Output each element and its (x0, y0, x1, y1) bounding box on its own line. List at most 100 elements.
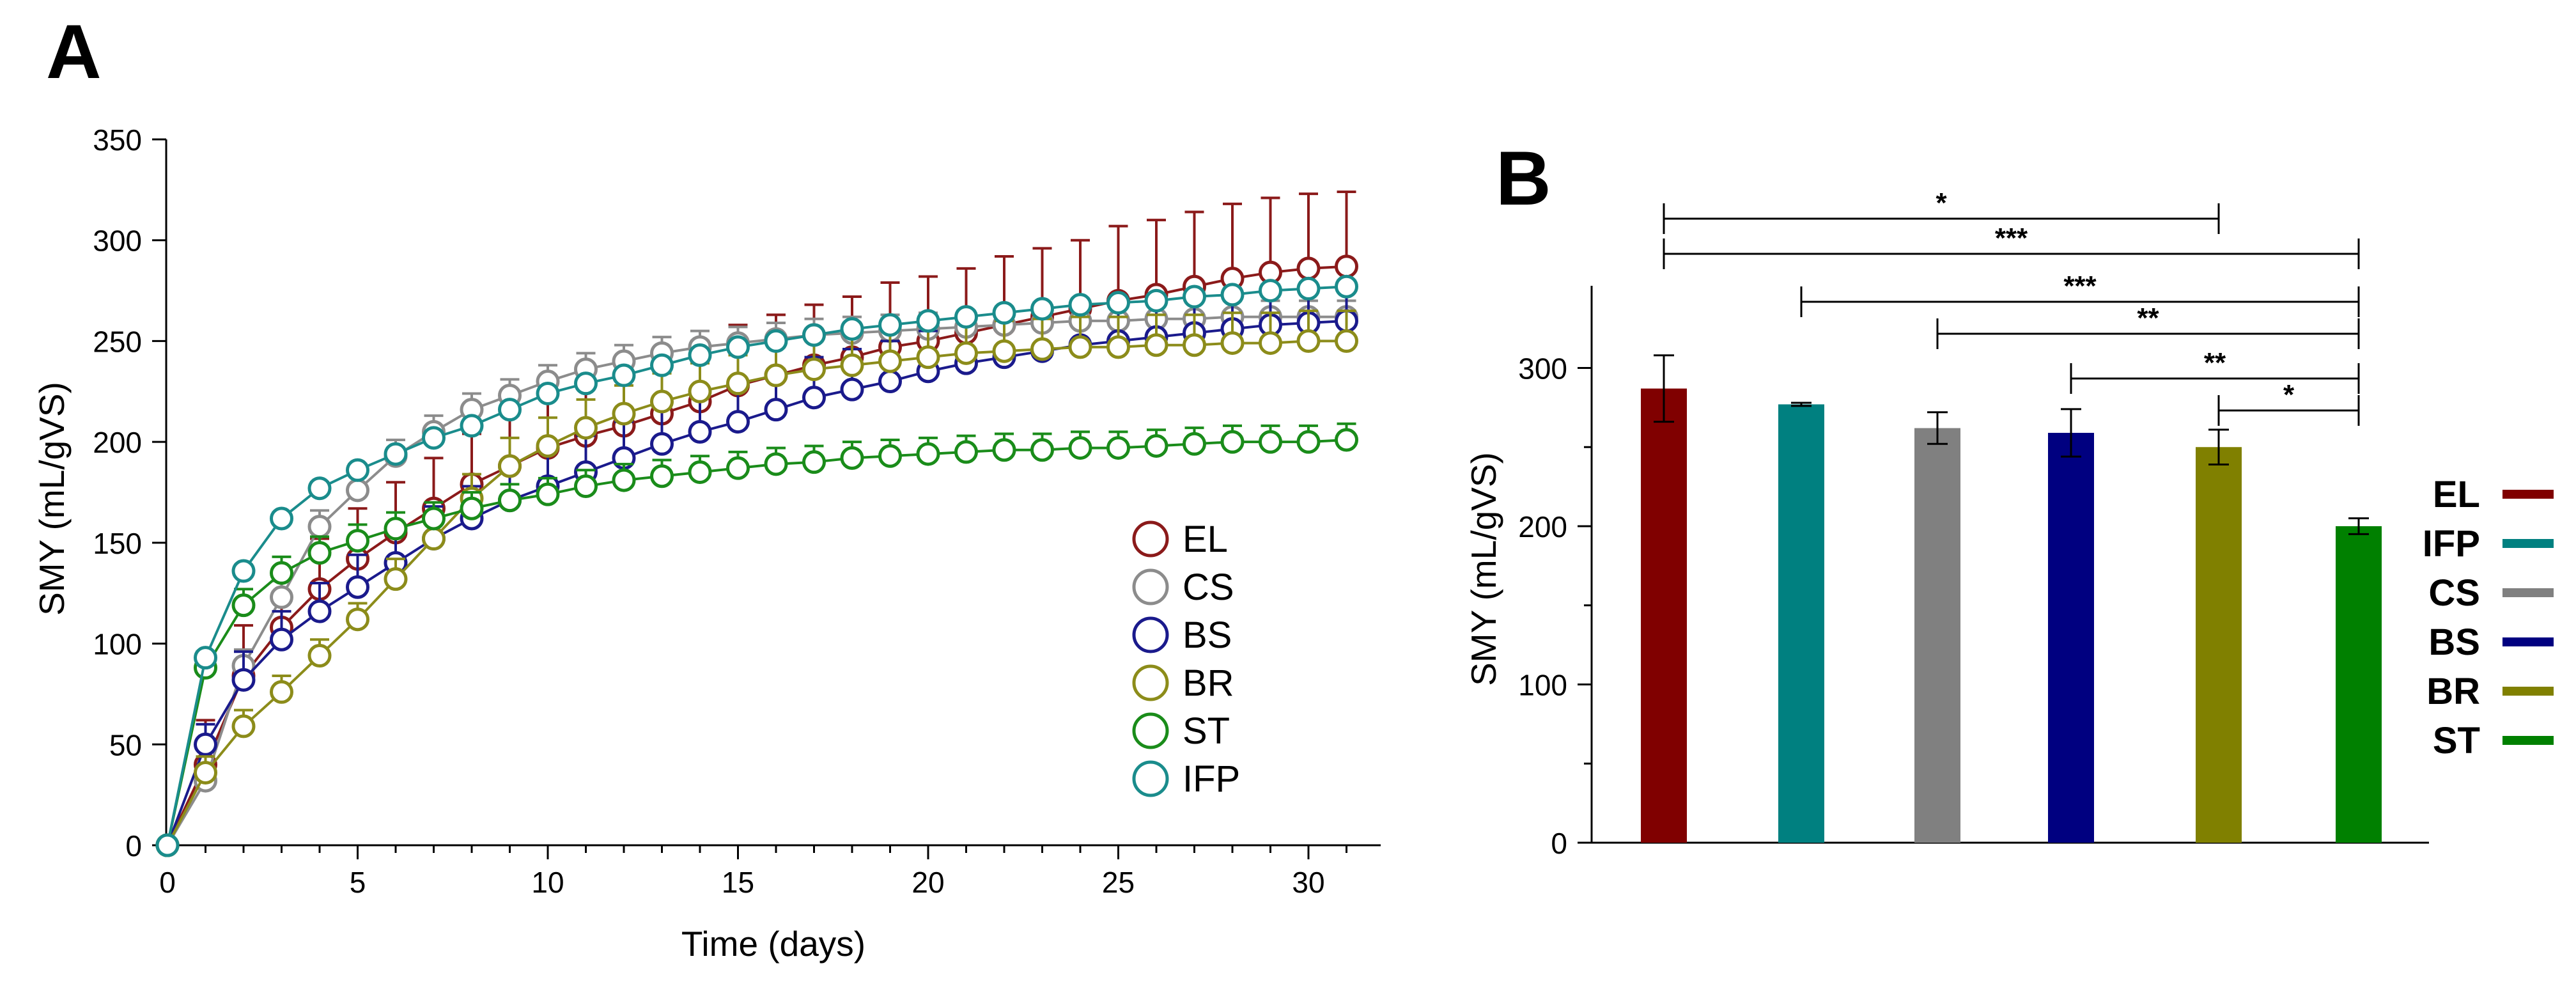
panel-b-bar-bs (2048, 432, 2094, 843)
panel-b-significance-label: ** (2137, 302, 2159, 334)
panel-b-legend-label: IFP (2423, 523, 2480, 565)
panel-a-legend-label: IFP (1183, 758, 1240, 800)
panel-a-point (1068, 335, 1092, 359)
panel-b-legend-label: CS (2428, 572, 2480, 614)
panel-a-point (878, 349, 902, 373)
panel-a-point (992, 301, 1016, 325)
panel-b-y-tick-label: 0 (1551, 827, 1567, 860)
panel-b-legend-swatch (2502, 490, 2554, 499)
panel-a-series-st (155, 422, 1358, 857)
panel-a-series-br (155, 309, 1358, 857)
panel-a-point (688, 343, 712, 368)
panel-a-point (270, 680, 293, 704)
panel-b-legend: EL IFP CS BS BR ST (2423, 474, 2554, 761)
panel-a-point (574, 416, 598, 440)
panel-a-line-st (166, 438, 1347, 846)
panel-a-point (1030, 438, 1054, 462)
panel-a-point (1335, 329, 1358, 353)
panel-b-bar-st (2336, 526, 2382, 843)
panel-a-legend-marker (1132, 616, 1169, 653)
panel-a-y-tick-label: 100 (93, 628, 142, 661)
panel-a-point (346, 607, 369, 632)
panel-b-legend-swatch (2502, 539, 2554, 548)
panel-a-point (992, 339, 1016, 363)
panel-a-point (1068, 293, 1092, 317)
panel-a-point (802, 450, 826, 474)
panel-a-point (1259, 279, 1282, 303)
panel-a-point (307, 515, 332, 539)
panel-b-y-axis-label: SMY (mL/gVS) (1464, 452, 1503, 686)
panel-a-legend-marker (1132, 712, 1169, 749)
panel-b-significance-label: ** (2204, 347, 2226, 379)
panel-b-bar-el (1641, 388, 1687, 843)
panel-b-significance-bracket: * (1663, 187, 2220, 234)
panel-b-significance-bracket: ** (1936, 302, 2360, 349)
panel-b-significance-label: *** (1995, 223, 2028, 254)
panel-a-point (1183, 333, 1206, 357)
panel-a-point (650, 432, 674, 456)
panel-a-legend-marker (1132, 760, 1169, 797)
panel-b-significance-bracket: *** (1663, 223, 2360, 269)
panel-a-point (422, 527, 446, 551)
panel-a-x-tick-label: 25 (1102, 866, 1135, 899)
panel-b-legend-label: EL (2433, 474, 2480, 515)
panel-a-point (422, 426, 446, 450)
panel-a-point (688, 379, 712, 403)
panel-a-legend-label: EL (1183, 519, 1228, 560)
panel-a-line-bs (166, 319, 1347, 846)
panel-a-point (802, 386, 826, 410)
panel-a-point (307, 643, 332, 668)
panel-a-series-bs (155, 279, 1358, 857)
panel-a-point (726, 410, 750, 434)
panel-b-significance-label: *** (2063, 270, 2097, 302)
panel-a-point (650, 353, 674, 377)
panel-a-y-tick-label: 50 (109, 728, 142, 761)
panel-a-point (1144, 288, 1168, 313)
panel-a-series (155, 191, 1358, 857)
panel-a-point (916, 442, 940, 466)
panel-a-line-el (166, 265, 1347, 846)
panel-a-legend-label: BS (1183, 614, 1232, 656)
panel-a-legend-marker (1132, 664, 1169, 701)
panel-a-point (688, 419, 712, 444)
panel-a-point (307, 599, 332, 623)
panel-a-x-tick-label: 15 (722, 866, 754, 899)
panel-b-significance-bracket: *** (1800, 270, 2360, 317)
panel-a-point (840, 353, 864, 377)
panel-b-significance: ************ (1663, 187, 2360, 426)
panel-a-series-cs (155, 299, 1358, 857)
panel-a-y-tick-label: 250 (93, 325, 142, 358)
panel-a-axes: 0 50 100 150 200 250 300 350 0 5 10 15 20 25 30 (93, 123, 1381, 899)
panel-a-line-ifp (166, 285, 1347, 846)
panel-a-series-ifp (155, 274, 1358, 857)
panel-a-y-tick-label: 300 (93, 224, 142, 258)
panel-a-point (1335, 274, 1358, 299)
panel-a-point (270, 627, 293, 652)
panel-a-point (916, 345, 940, 370)
panel-a-x-tick-label: 20 (912, 866, 944, 899)
panel-a-legend-label: ST (1183, 710, 1230, 752)
panel-a-point (270, 506, 293, 531)
panel-a-point (1106, 290, 1130, 315)
panel-a-point (536, 482, 560, 506)
panel-a-point (1296, 276, 1321, 301)
panel-a-point (1296, 256, 1321, 281)
panel-a-x-tick-label: 0 (159, 866, 176, 899)
panel-b-legend-swatch (2502, 736, 2554, 745)
panel-b-y-tick-label: 200 (1518, 510, 1567, 543)
panel-a-x-tick-label: 5 (350, 866, 366, 899)
panel-a-point (1335, 428, 1358, 452)
panel-a-point (574, 474, 598, 499)
panel-a-point (612, 402, 636, 426)
panel-a-point (1296, 329, 1321, 353)
panel-a-point (384, 442, 408, 466)
panel-a-point (1106, 335, 1130, 359)
panel-b-legend-swatch (2502, 687, 2554, 696)
panel-b-y-tick-label: 300 (1518, 352, 1567, 386)
panel-b-label: B (1496, 136, 1551, 221)
panel-a-point (498, 398, 522, 422)
panel-a-point (231, 559, 256, 583)
panel-b-legend-label: ST (2433, 720, 2480, 761)
panel-a-point (1030, 297, 1054, 321)
